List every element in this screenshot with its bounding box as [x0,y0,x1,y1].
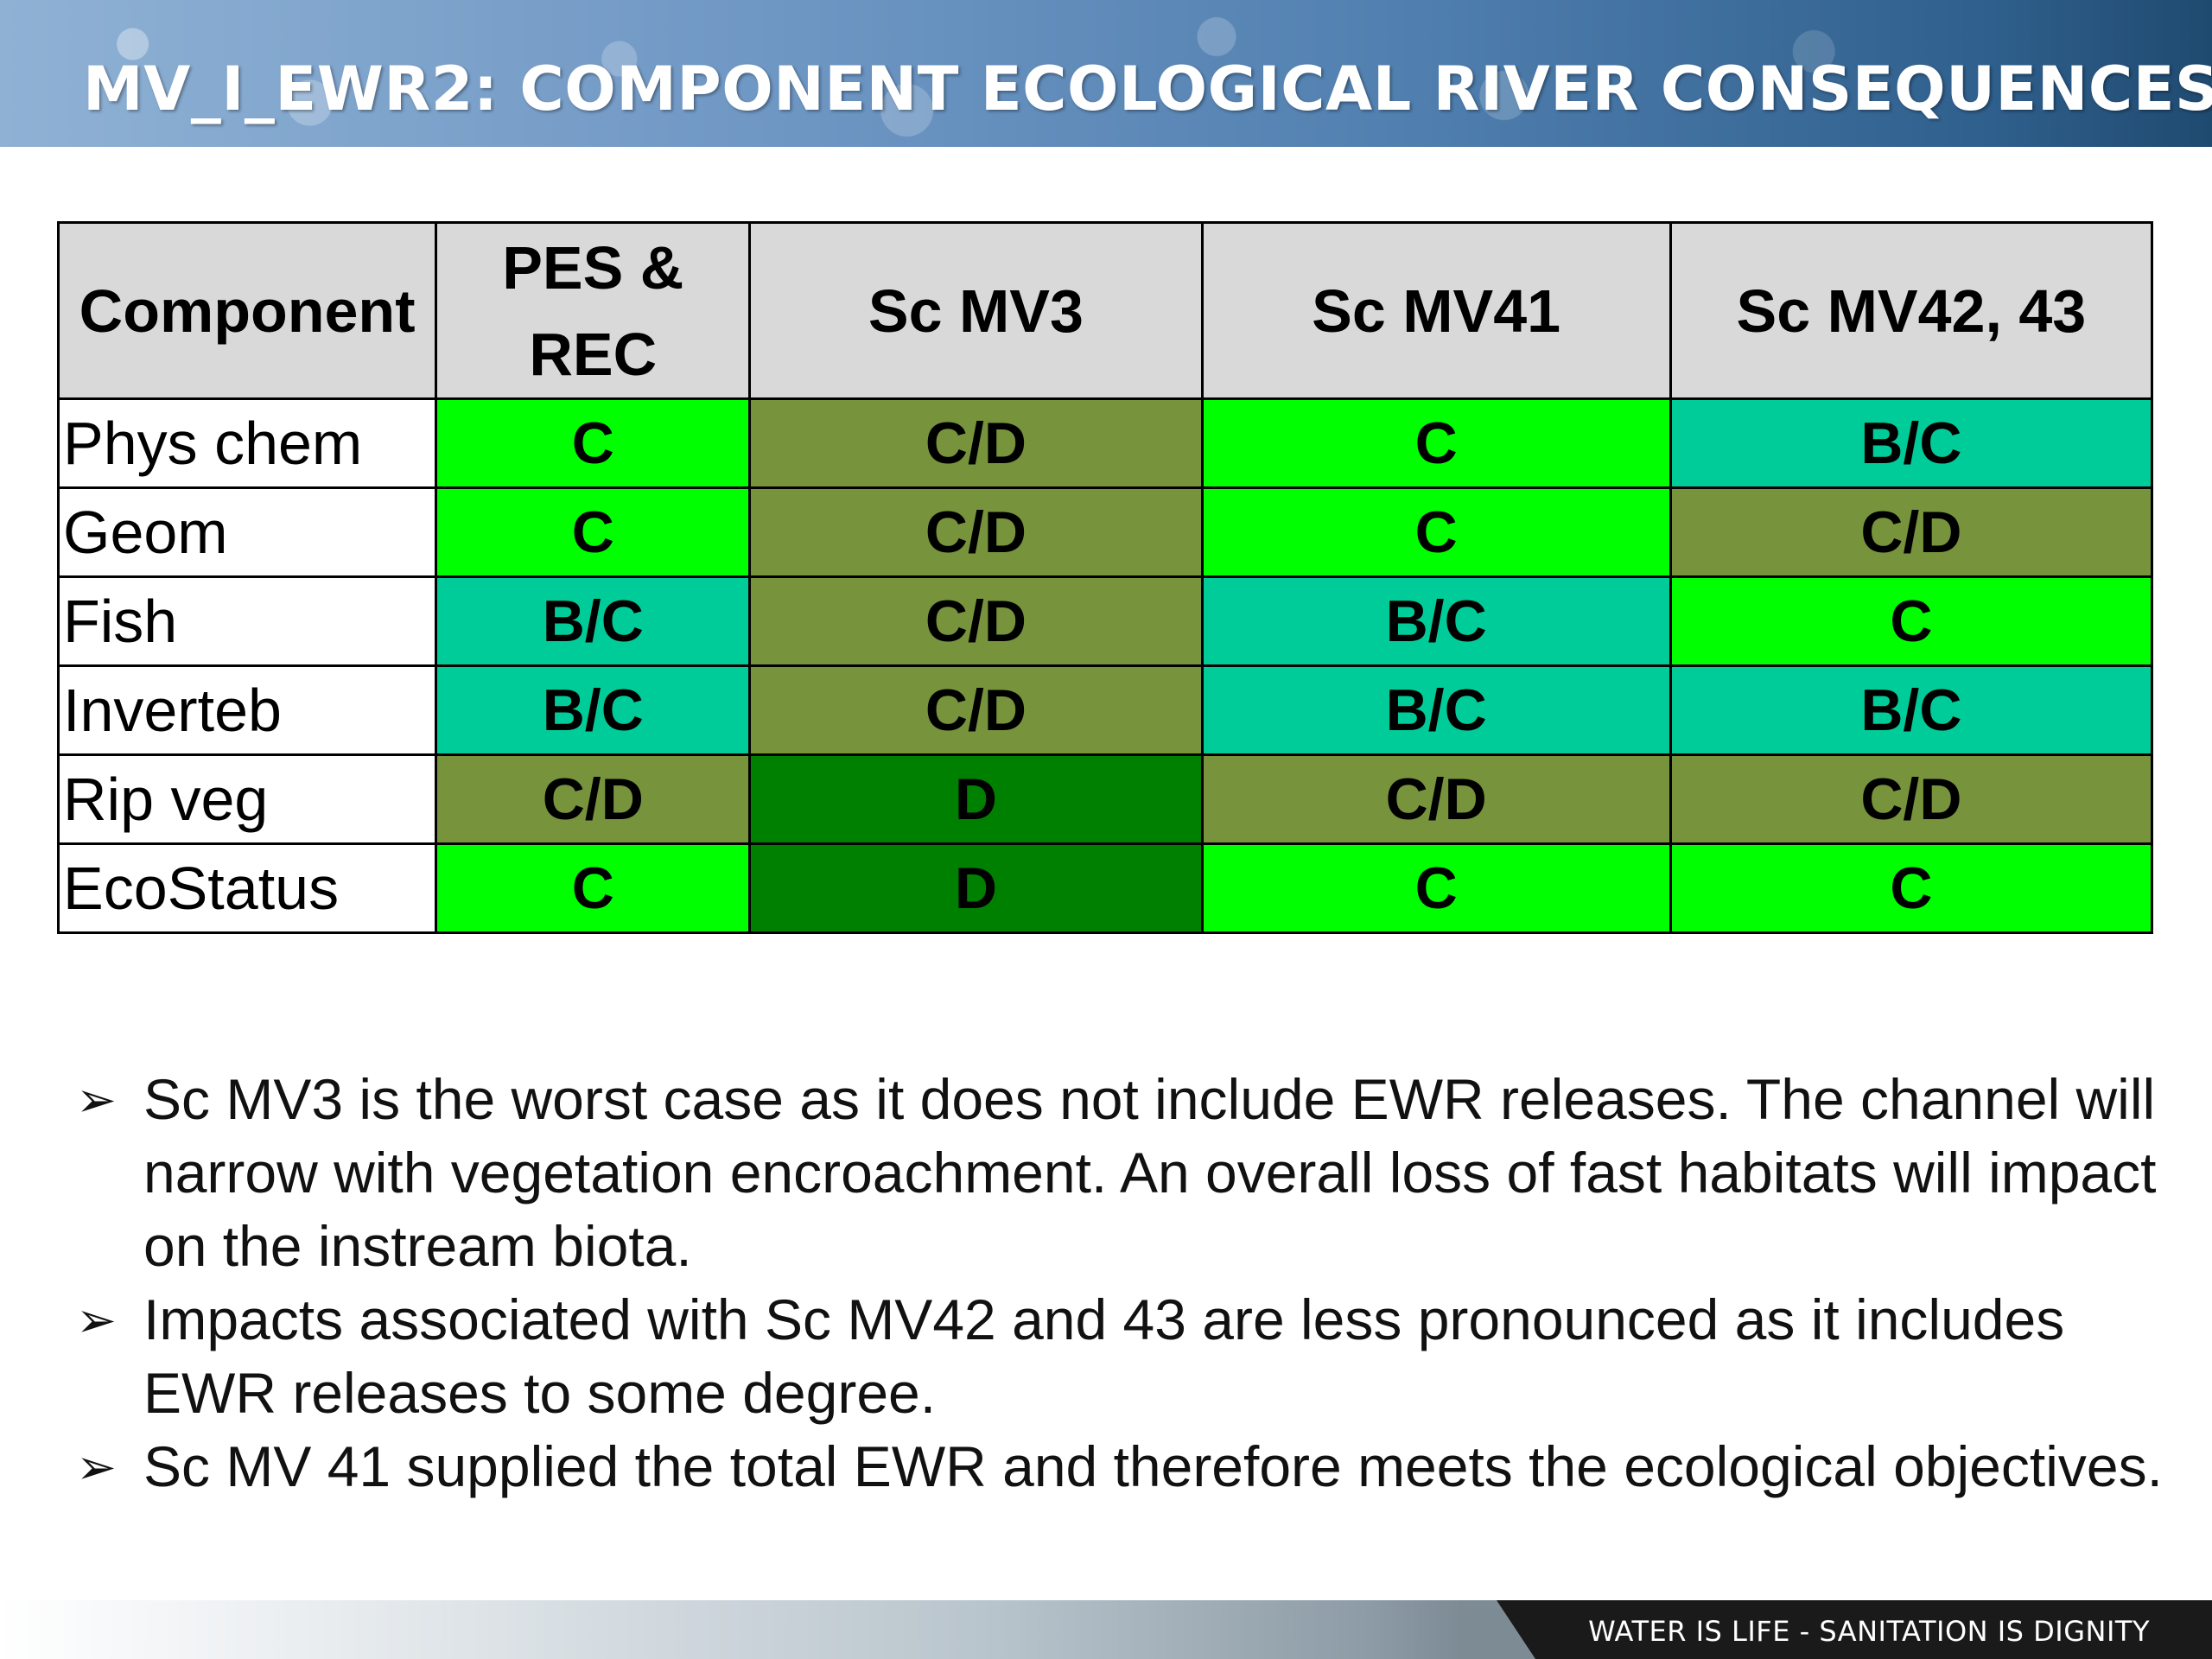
table-header-row: Component PES & REC Sc MV3 Sc MV41 Sc MV… [56,221,2154,400]
column-header-component: Component [56,221,438,400]
grade-cell: C [435,842,752,934]
grade-cell: C/D [1669,753,2154,845]
footer-slogan: WATER IS LIFE - SANITATION IS DIGNITY [1588,1615,2150,1648]
grade-cell: C/D [748,575,1204,667]
column-header-pes-rec: PES & REC [435,221,752,400]
note-item: ➢ Impacts associated with Sc MV42 and 43… [76,1283,2184,1430]
notes-list: ➢ Sc MV3 is the worst case as it does no… [76,1063,2184,1503]
component-name-cell: Geom [56,486,438,578]
grade-cell: C/D [1669,486,2154,578]
column-header-sc-mv3: Sc MV3 [748,221,1204,400]
arrow-bullet-icon: ➢ [76,1072,117,1127]
component-name-cell: Phys chem [56,397,438,489]
grade-cell: C [435,486,752,578]
grade-cell: C [1200,486,1672,578]
column-header-sc-mv42-43: Sc MV42, 43 [1669,221,2154,400]
grade-cell: D [748,753,1204,845]
grade-cell: C [1669,575,2154,667]
table-row: Geom C C/D C C/D [56,486,2154,578]
grade-cell: C/D [748,664,1204,756]
grade-cell: C/D [435,753,752,845]
header-banner [0,0,2212,147]
grade-cell: C [1669,842,2154,934]
grade-cell: C/D [748,486,1204,578]
table-row: EcoStatus C D C C [56,842,2154,934]
grade-cell: B/C [1200,664,1672,756]
component-name-cell: Inverteb [56,664,438,756]
arrow-bullet-icon: ➢ [76,1440,117,1494]
note-text: Impacts associated with Sc MV42 and 43 a… [143,1287,2065,1425]
grade-cell: C/D [748,397,1204,489]
component-name-cell: Rip veg [56,753,438,845]
grade-cell: B/C [435,664,752,756]
footer-dark-panel [1497,1600,2212,1659]
grade-cell: C [435,397,752,489]
table-row: Phys chem C C/D C B/C [56,397,2154,489]
grade-cell: B/C [1200,575,1672,667]
table-row: Fish B/C C/D B/C C [56,575,2154,667]
component-name-cell: Fish [56,575,438,667]
arrow-bullet-icon: ➢ [76,1293,117,1347]
note-item: ➢ Sc MV3 is the worst case as it does no… [76,1063,2184,1283]
grade-cell: B/C [1669,397,2154,489]
grade-cell: B/C [435,575,752,667]
grade-cell: C/D [1200,753,1672,845]
note-text: Sc MV3 is the worst case as it does not … [143,1067,2157,1278]
column-header-sc-mv41: Sc MV41 [1200,221,1672,400]
grade-cell: C [1200,397,1672,489]
note-item: ➢ Sc MV 41 supplied the total EWR and th… [76,1430,2184,1503]
note-text: Sc MV 41 supplied the total EWR and ther… [143,1434,2163,1498]
consequences-table: Component PES & REC Sc MV3 Sc MV41 Sc MV… [56,221,2154,934]
component-name-cell: EcoStatus [56,842,438,934]
page-title: MV_I_EWR2: COMPONENT ECOLOGICAL RIVER CO… [83,54,2212,124]
grade-cell: C [1200,842,1672,934]
table-row: Inverteb B/C C/D B/C B/C [56,664,2154,756]
table-row: Rip veg C/D D C/D C/D [56,753,2154,845]
grade-cell: D [748,842,1204,934]
grade-cell: B/C [1669,664,2154,756]
column-header-pes-rec-label: PES & REC [502,233,684,388]
